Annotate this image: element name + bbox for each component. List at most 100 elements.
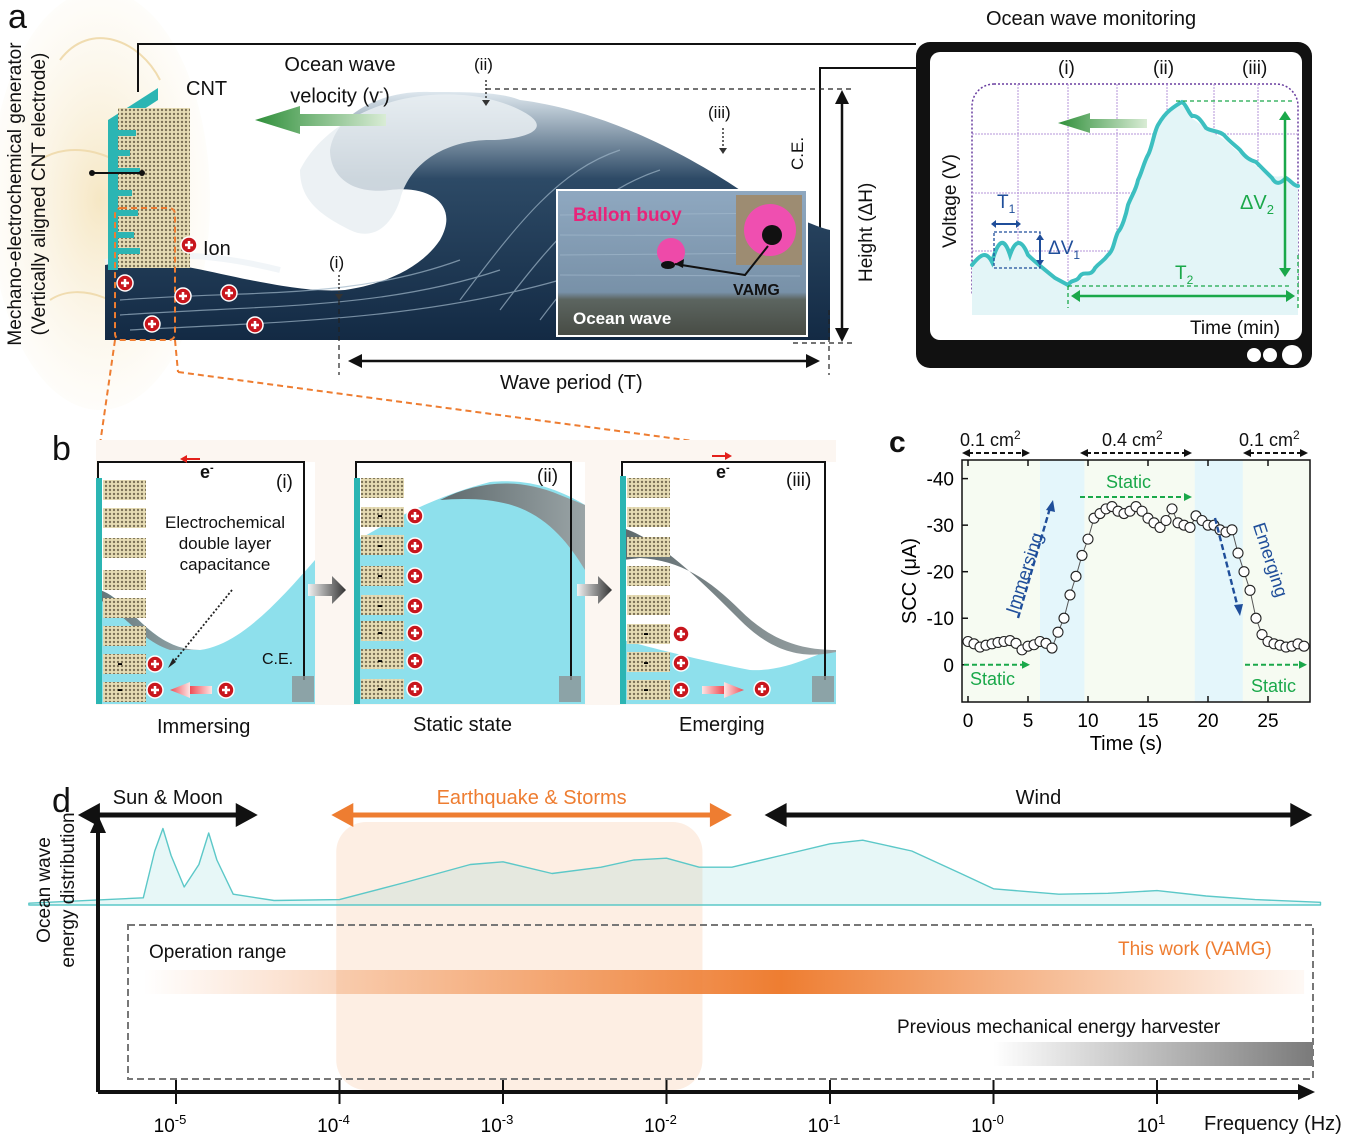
x-axis-label: Time (s) — [1090, 733, 1163, 755]
monitor-stage-i: (i) — [1058, 58, 1075, 79]
height-arrow — [835, 90, 849, 342]
x-tick-label: 10-0 — [971, 1112, 1004, 1137]
voltage-trace — [970, 99, 1300, 288]
scc-point — [1184, 521, 1196, 534]
state-i-caption: Immersing — [157, 716, 251, 738]
panel-b-label: b — [52, 430, 71, 468]
panel-b-ions: - - - - - - - - - - - - — [117, 507, 771, 699]
ion-plus — [411, 572, 419, 580]
d-ylabel-line2: energy distribution — [58, 812, 79, 968]
period-arrow — [348, 354, 820, 368]
x-axis-arrow — [1298, 1084, 1315, 1100]
scc-point — [1298, 640, 1310, 652]
edl-line2: double layer — [178, 534, 272, 553]
dv1-text: ΔV — [1048, 238, 1074, 259]
emerging-arrow-head — [1234, 604, 1243, 616]
area-arrow-2-head-right — [1184, 449, 1192, 457]
velocity-line1: Ocean wave — [284, 54, 396, 76]
operation-range-label: Operation range — [149, 942, 287, 963]
photo-caption: Ocean wave — [573, 309, 672, 328]
t1-label: T1 — [997, 192, 1015, 216]
monitor-stage-ii: (ii) — [1153, 58, 1175, 79]
range-label: Wind — [1016, 787, 1062, 809]
monitor-stage-iii: (iii) — [1242, 58, 1268, 79]
t1-text: T — [997, 192, 1009, 213]
scc-point — [1166, 503, 1178, 515]
state-iii-roman: (iii) — [786, 470, 812, 491]
area-arrow-2-head-left — [1080, 449, 1088, 457]
range-arrow-head-left — [331, 803, 354, 827]
scc-point — [1052, 626, 1064, 638]
wire-top — [137, 43, 916, 92]
scc-point — [1232, 547, 1244, 559]
x-tick-label: 10-2 — [644, 1112, 677, 1137]
ions — [116, 236, 264, 334]
scc-point — [1082, 533, 1094, 545]
ion-plus — [151, 686, 159, 694]
monitor-xlabel: Time (min) — [1190, 318, 1281, 339]
scc-point — [1070, 570, 1082, 582]
velocity-close: ) — [383, 85, 390, 108]
ion-plus — [411, 512, 419, 520]
emerging-arrow — [1213, 517, 1240, 609]
t1-sub: 1 — [1008, 201, 1016, 216]
negative-charge: - — [643, 625, 648, 642]
wire-ce — [819, 67, 916, 255]
x-tick-label: 10-5 — [154, 1112, 187, 1137]
ion-icon — [143, 315, 161, 333]
point-ii-label: (ii) — [474, 55, 493, 74]
monitor-arrow — [1058, 113, 1147, 133]
ion-icon — [406, 507, 424, 525]
zoom-box — [97, 207, 821, 459]
electron-sup: - — [726, 462, 730, 474]
dv2-label: ΔV2 — [1240, 192, 1274, 217]
area-text: 0.1 cm — [1239, 430, 1294, 450]
period-label: Wave period (T) — [500, 372, 643, 394]
monitor — [916, 42, 1312, 368]
scc-point — [1064, 589, 1076, 601]
electron-sup: - — [210, 462, 214, 474]
electron-text: e — [200, 462, 211, 482]
area-label-1: 0.1 cm2 — [960, 428, 1021, 451]
buoy-photo — [556, 189, 808, 337]
state-i-ce: C.E. — [262, 651, 294, 668]
static-arrow-top-head — [1184, 493, 1192, 501]
range-arrow-head-left — [764, 803, 787, 827]
point-iii-label: (iii) — [708, 103, 731, 122]
negative-charge: - — [117, 655, 122, 672]
ion-icon — [406, 597, 424, 615]
ion-icon — [406, 680, 424, 698]
d-xlabel: Frequency (Hz) — [1204, 1113, 1342, 1135]
energy-curve — [28, 827, 1322, 906]
edl-line1: Electrochemical — [165, 513, 285, 532]
ion-plus — [411, 542, 419, 550]
ion-icon — [220, 284, 238, 302]
buoy-icon — [657, 238, 685, 266]
panel-c-label: c — [889, 426, 906, 459]
scc-point — [1154, 521, 1166, 534]
step-arrow-1 — [308, 576, 346, 604]
negative-charge: - — [117, 681, 122, 698]
photo-device: VAMG — [733, 282, 780, 299]
negative-charge: - — [377, 624, 382, 641]
range-arrow-head-right — [235, 803, 258, 827]
plot-frame — [961, 459, 1311, 703]
area-label-3: 0.1 cm2 — [1239, 428, 1300, 451]
t2-text: T — [1175, 263, 1187, 284]
ion-icon — [753, 680, 771, 698]
ion-plus — [677, 686, 685, 694]
static-label-left: Static — [970, 669, 1016, 689]
negative-charge: - — [377, 652, 382, 669]
velocity-line2: velocity (v — [290, 85, 380, 108]
scc-point — [1076, 549, 1088, 561]
negative-charge: - — [377, 567, 382, 584]
scc-point — [1256, 628, 1268, 641]
velocity-arrow — [255, 106, 386, 134]
ion-plus — [758, 685, 766, 693]
x-tick-label: 15 — [1137, 711, 1158, 732]
storm-band — [336, 822, 703, 1090]
voltage-trace-fill — [972, 105, 1298, 315]
range-arrow-head-right — [709, 803, 732, 827]
